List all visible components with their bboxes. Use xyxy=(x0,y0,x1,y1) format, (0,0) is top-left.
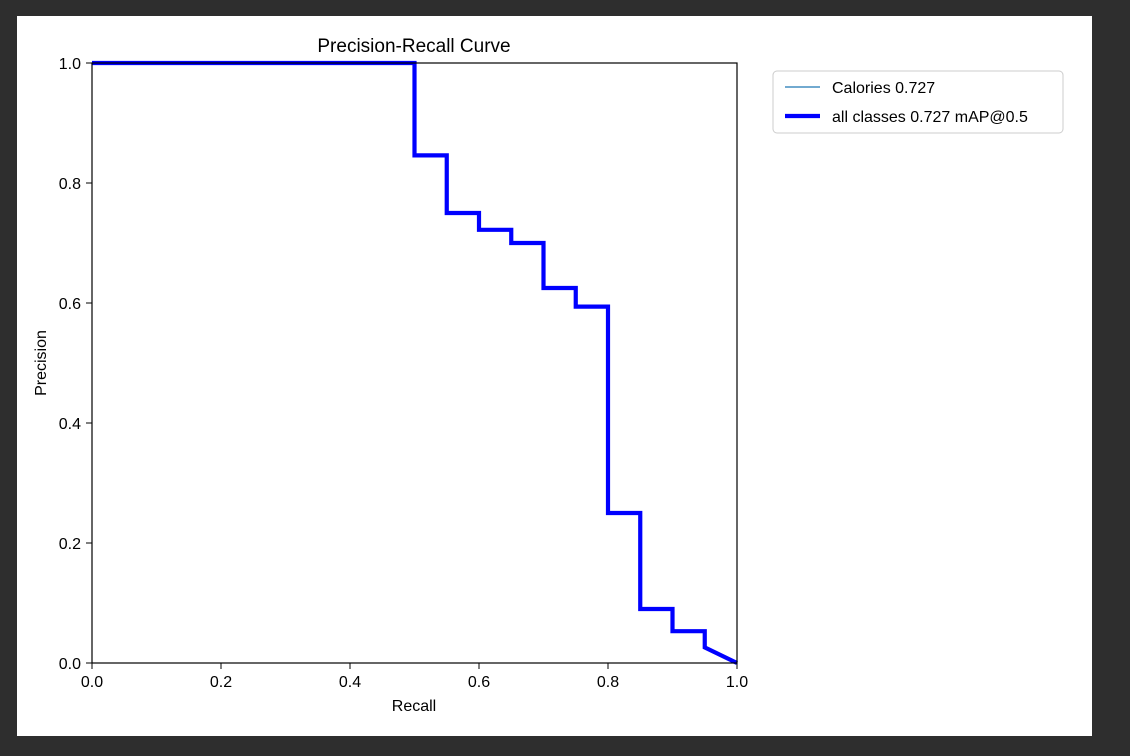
series-line-1 xyxy=(92,60,738,665)
legend-label-0: Calories 0.727 xyxy=(832,80,935,97)
x-axis-title: Recall xyxy=(392,698,436,715)
x-axis: 0.0 0.2 0.4 0.6 0.8 1.0 xyxy=(81,663,748,691)
figure-canvas: Precision-Recall Curve 0.0 0.2 0.4 0.6 0.8 1.… xyxy=(17,16,1092,736)
y-axis: 0.0 0.2 0.4 0.6 0.8 1.0 xyxy=(59,56,92,673)
x-tick-label: 1.0 xyxy=(726,674,748,691)
legend-label-1: all classes 0.727 mAP@0.5 xyxy=(832,109,1028,126)
chart-title: Precision-Recall Curve xyxy=(317,36,510,57)
y-tick-label: 0.2 xyxy=(59,536,81,553)
y-tick-label: 0.0 xyxy=(59,656,81,673)
x-tick-label: 0.8 xyxy=(597,674,619,691)
series-layer xyxy=(92,60,738,665)
y-tick-label: 1.0 xyxy=(59,56,81,73)
y-axis-title: Precision xyxy=(33,330,50,396)
y-tick-label: 0.8 xyxy=(59,176,81,193)
x-tick-label: 0.2 xyxy=(210,674,232,691)
y-tick-label: 0.4 xyxy=(59,416,81,433)
y-tick-label: 0.6 xyxy=(59,296,81,313)
x-tick-label: 0.4 xyxy=(339,674,361,691)
precision-recall-chart: Precision-Recall Curve 0.0 0.2 0.4 0.6 0.8 1.… xyxy=(33,36,1064,715)
x-tick-label: 0.6 xyxy=(468,674,490,691)
axes-frame xyxy=(91,62,738,664)
legend-box xyxy=(772,70,1064,134)
x-tick-label: 0.0 xyxy=(81,674,103,691)
legend: Calories 0.727 all classes 0.727 mAP@0.5 xyxy=(772,70,1064,134)
